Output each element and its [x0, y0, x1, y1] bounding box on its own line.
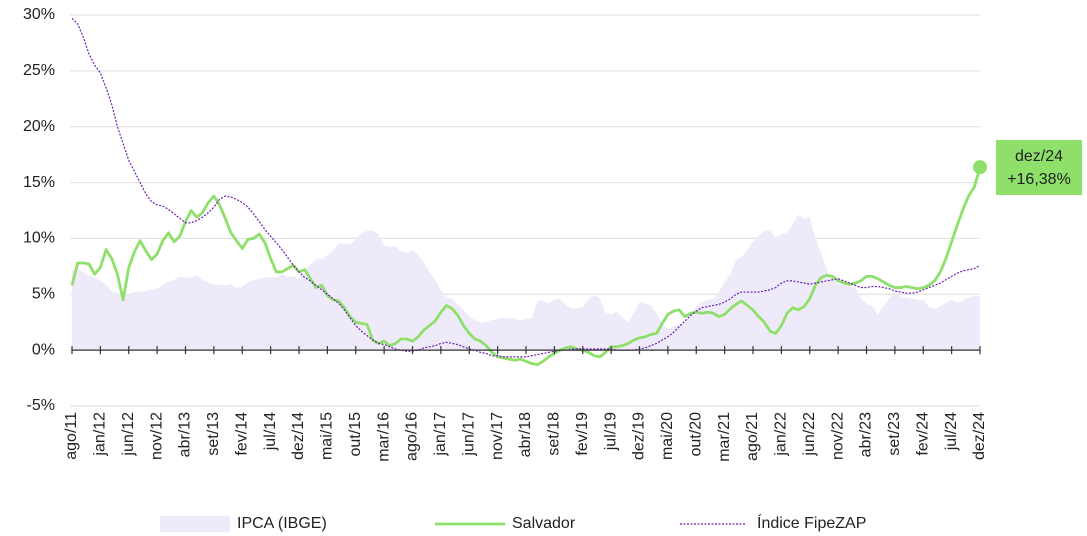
x-tick-label: abr/18 [517, 412, 534, 457]
x-tick-label: fev/14 [233, 412, 250, 456]
x-tick-label: ago/11 [63, 412, 80, 460]
y-tick-label: 25% [23, 62, 55, 79]
x-tick-label: jun/22 [801, 412, 818, 457]
annotation-value: +16,38% [1007, 171, 1071, 188]
x-tick-label: dez/19 [631, 412, 648, 460]
x-tick-label: jun/17 [460, 412, 477, 457]
y-tick-label: 20% [23, 118, 55, 135]
x-tick-label: abr/13 [177, 412, 194, 457]
legend-label: Índice FipeZAP [757, 513, 866, 532]
y-tick-label: 5% [32, 286, 55, 303]
x-tick-label: jul/19 [602, 412, 619, 451]
x-tick-label: jan/17 [432, 412, 449, 457]
x-tick-label: jun/12 [120, 412, 137, 457]
x-tick-label: ago/21 [744, 412, 761, 461]
x-tick-label: dez/14 [290, 412, 307, 460]
x-tick-label: out/15 [347, 412, 364, 457]
x-tick-label: set/18 [546, 412, 563, 456]
x-tick-label: fev/19 [574, 412, 591, 456]
x-tick-label: nov/12 [148, 412, 165, 460]
y-tick-label: 30% [23, 6, 55, 23]
x-tick-label: nov/17 [489, 412, 506, 460]
legend-swatch [160, 516, 230, 532]
line [70, 166, 982, 367]
x-tick-label: set/13 [205, 412, 222, 456]
y-tick-label: -5% [27, 397, 55, 414]
x-tick-label: dez/24 [971, 412, 988, 460]
line [71, 17, 981, 358]
legend-label: IPCA (IBGE) [237, 515, 327, 532]
annotation-date: dez/24 [1015, 148, 1063, 165]
x-tick-label: nov/22 [829, 412, 846, 460]
y-tick-label: 15% [23, 174, 55, 191]
x-tick-label: abr/23 [858, 412, 875, 457]
x-tick-label: mar/16 [375, 412, 392, 462]
area [72, 214, 980, 351]
x-tick-label: jan/12 [92, 412, 109, 457]
x-tick-label: jul/24 [943, 412, 960, 451]
x-tick-label: fev/24 [914, 412, 931, 456]
x-tick-label: jul/14 [262, 412, 279, 451]
legend-label: Salvador [512, 515, 576, 532]
x-tick-label: ago/16 [404, 412, 421, 461]
x-tick-label: mar/21 [716, 412, 733, 462]
y-tick-label: 0% [32, 341, 55, 358]
y-tick-label: 10% [23, 230, 55, 247]
x-tick-label: set/23 [886, 412, 903, 456]
x-tick-label: jan/22 [773, 412, 790, 457]
x-tick-label: mai/20 [659, 412, 676, 460]
end-point [973, 160, 987, 175]
annotation-box [996, 140, 1082, 195]
x-tick-label: mai/15 [319, 412, 336, 460]
x-tick-label: out/20 [687, 412, 704, 457]
